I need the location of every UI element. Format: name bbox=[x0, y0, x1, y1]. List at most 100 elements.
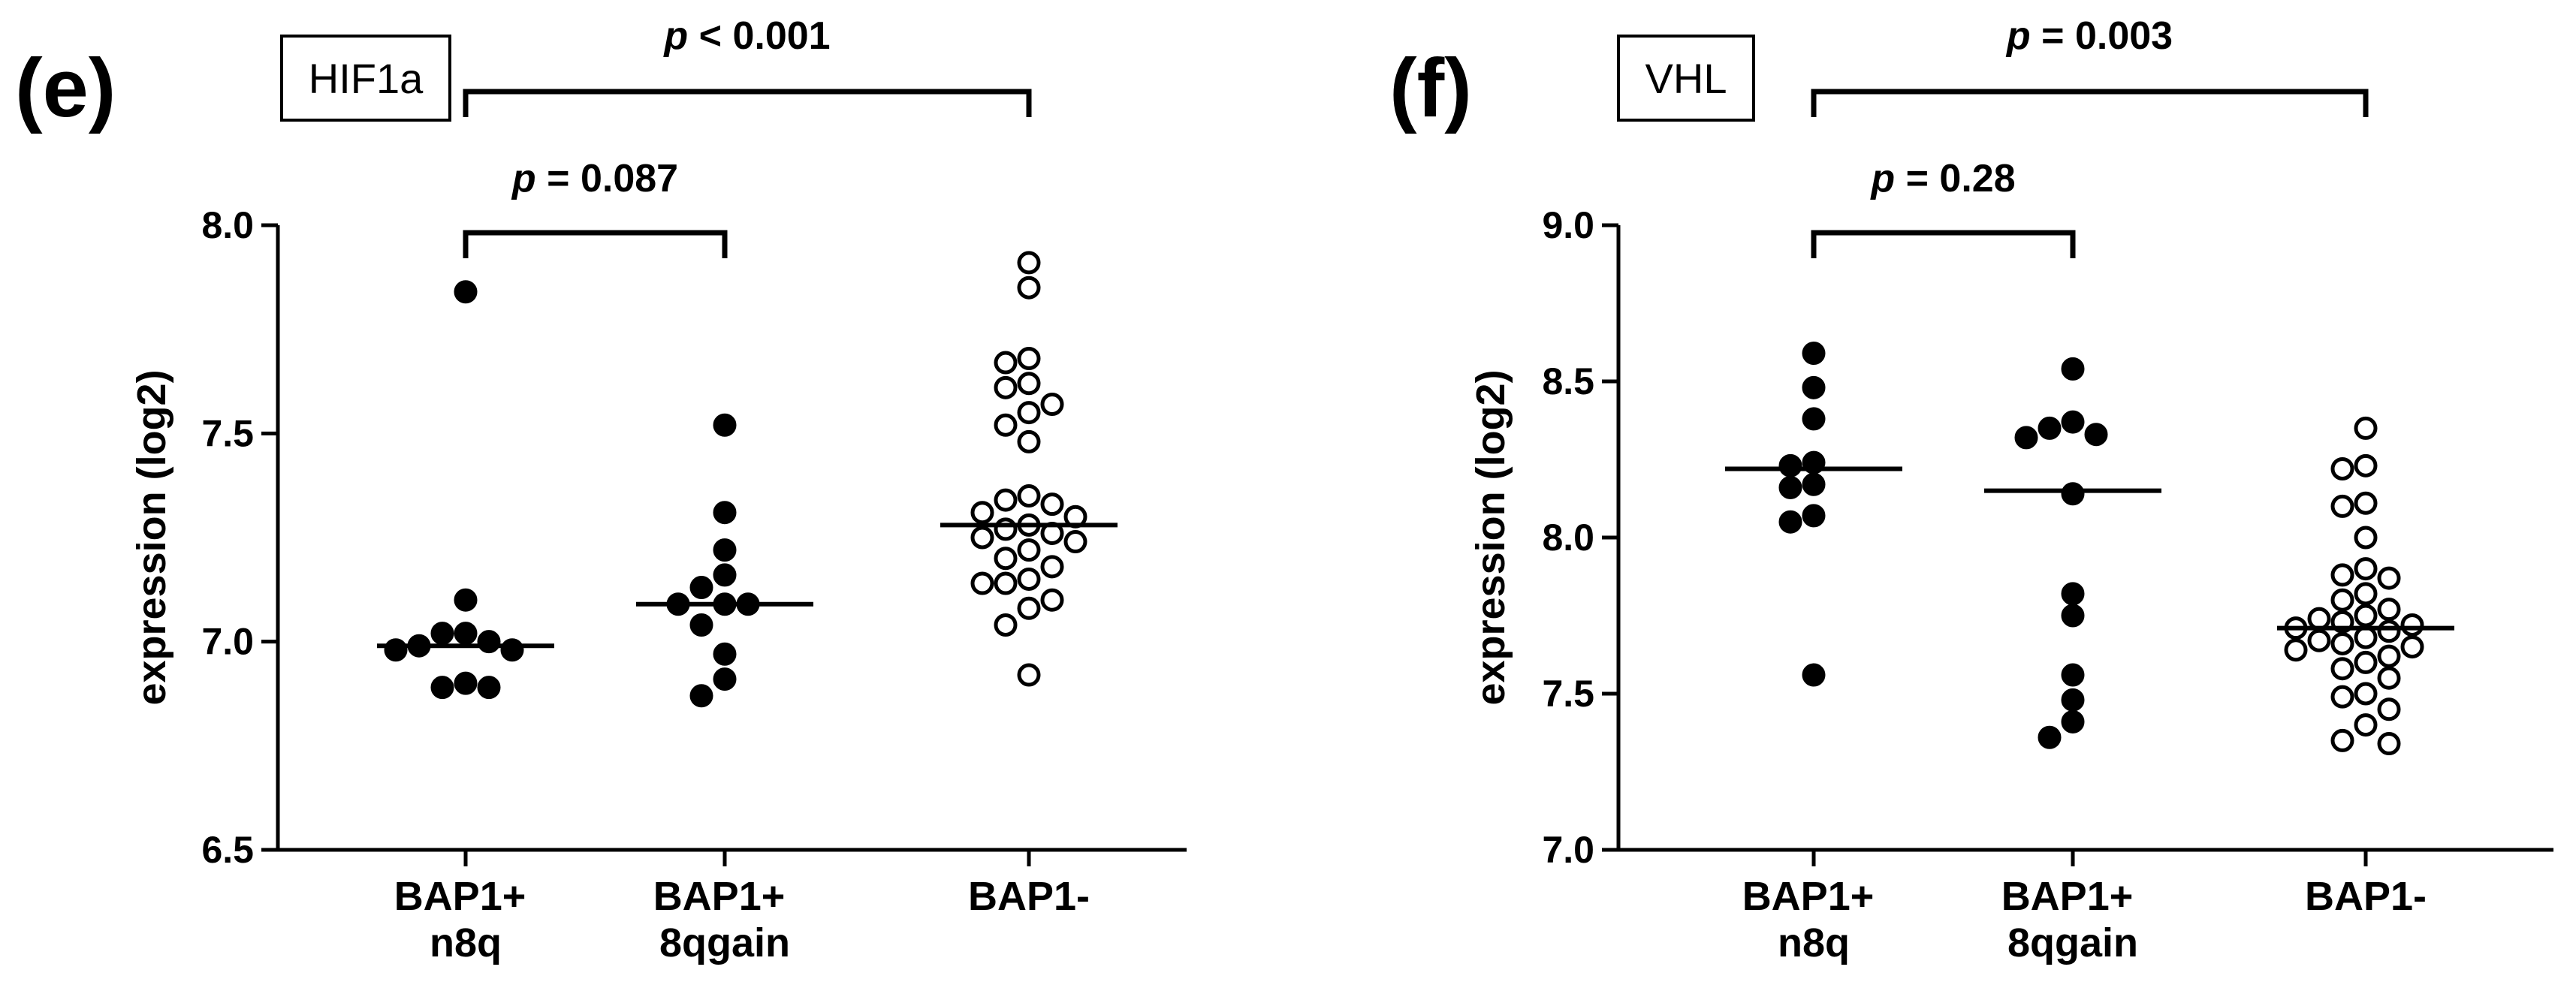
data-point bbox=[2284, 638, 2308, 662]
data-point bbox=[1040, 492, 1064, 517]
data-point bbox=[477, 676, 501, 700]
x-category-label: BAP1- bbox=[2305, 874, 2427, 919]
panel-e: (e) HIF1a expression (log2) 6.5 7.0 7.5 … bbox=[15, 14, 1187, 965]
data-point bbox=[1017, 663, 1041, 687]
data-point bbox=[1017, 401, 1041, 425]
p-value-label: p < 0.001 bbox=[662, 14, 830, 58]
gene-label-box bbox=[280, 35, 451, 122]
data-point bbox=[2354, 582, 2378, 606]
data-point bbox=[1778, 453, 1802, 477]
data-point bbox=[2354, 625, 2378, 649]
data-point bbox=[970, 526, 994, 550]
data-point bbox=[2354, 713, 2378, 737]
data-point bbox=[2061, 482, 2085, 506]
data-point bbox=[2014, 426, 2038, 450]
data-point bbox=[2061, 604, 2085, 628]
data-point bbox=[994, 613, 1018, 637]
data-point bbox=[994, 413, 1018, 437]
data-point bbox=[994, 351, 1018, 375]
data-point bbox=[970, 501, 994, 525]
data-point bbox=[1040, 393, 1064, 417]
data-point bbox=[454, 588, 478, 612]
x-category-label: BAP1+ 8qgain bbox=[2001, 874, 2145, 965]
significance-bracket bbox=[1811, 230, 2076, 258]
data-point bbox=[2354, 557, 2378, 581]
y-axis-label: expression (log2) bbox=[1468, 369, 1513, 705]
data-point bbox=[454, 280, 478, 304]
p-value-label: p = 0.003 bbox=[2005, 14, 2173, 58]
data-point bbox=[1017, 251, 1041, 275]
y-tick-label: 9.0 bbox=[1542, 204, 1594, 246]
data-point bbox=[2307, 607, 2331, 631]
data-point bbox=[2084, 423, 2108, 447]
data-point bbox=[1802, 472, 1826, 496]
y-tick-label: 8.0 bbox=[201, 204, 254, 246]
data-point bbox=[2038, 725, 2062, 749]
data-point bbox=[1017, 484, 1041, 508]
data-point bbox=[2354, 526, 2378, 550]
data-point bbox=[1802, 663, 1826, 687]
data-point bbox=[500, 638, 524, 662]
significance-bracket bbox=[463, 230, 728, 258]
data-point bbox=[2330, 563, 2354, 587]
data-point bbox=[970, 571, 994, 595]
panel-letter: (f) bbox=[1389, 42, 1472, 134]
p-value-label: p = 0.28 bbox=[1869, 157, 2015, 200]
data-point bbox=[2400, 635, 2424, 659]
data-point bbox=[713, 667, 737, 691]
data-point bbox=[994, 547, 1018, 571]
data-point bbox=[994, 488, 1018, 512]
data-point bbox=[2377, 598, 2401, 622]
data-point bbox=[2330, 631, 2354, 655]
y-tick-label: 7.0 bbox=[201, 621, 254, 663]
data-point bbox=[1017, 346, 1041, 370]
data-point bbox=[1778, 510, 1802, 534]
data-point bbox=[1040, 588, 1064, 612]
data-point bbox=[2377, 666, 2401, 690]
gene-label: HIF1a bbox=[309, 55, 424, 102]
data-point bbox=[689, 613, 713, 637]
data-point bbox=[2377, 566, 2401, 590]
data-point bbox=[2061, 709, 2085, 733]
y-tick-label: 6.5 bbox=[201, 829, 254, 871]
y-tick-label: 8.0 bbox=[1542, 517, 1594, 559]
x-category-label: BAP1+ n8q bbox=[394, 874, 538, 965]
data-point bbox=[1017, 429, 1041, 453]
data-point bbox=[713, 642, 737, 666]
data-point bbox=[2400, 613, 2424, 637]
data-point bbox=[713, 501, 737, 525]
data-point bbox=[2377, 732, 2401, 756]
data-point bbox=[1017, 567, 1041, 591]
data-point bbox=[2377, 697, 2401, 721]
gene-label-box bbox=[1617, 35, 1755, 122]
significance-bracket bbox=[1811, 89, 2369, 117]
data-point bbox=[689, 684, 713, 708]
significance-bracket bbox=[463, 89, 1032, 117]
data-point bbox=[1017, 372, 1041, 396]
data-points bbox=[377, 251, 1118, 708]
data-point bbox=[713, 413, 737, 437]
data-point bbox=[2354, 650, 2378, 674]
data-point bbox=[2377, 619, 2401, 643]
data-point bbox=[994, 375, 1018, 399]
data-point bbox=[2330, 456, 2354, 480]
data-point bbox=[2061, 582, 2085, 606]
data-point bbox=[384, 638, 408, 662]
data-point bbox=[1778, 475, 1802, 499]
data-point bbox=[2330, 588, 2354, 612]
data-point bbox=[1017, 538, 1041, 562]
data-points bbox=[1725, 342, 2454, 756]
x-category-label: BAP1- bbox=[968, 874, 1090, 919]
data-point bbox=[454, 622, 478, 646]
data-point bbox=[1063, 530, 1087, 554]
data-point bbox=[2330, 657, 2354, 681]
p-value-label: p = 0.087 bbox=[511, 157, 678, 200]
data-point bbox=[1802, 407, 1826, 431]
data-point bbox=[689, 576, 713, 600]
data-point bbox=[1802, 504, 1826, 528]
data-point bbox=[2307, 628, 2331, 652]
data-point bbox=[2330, 685, 2354, 709]
x-category-label: BAP1+ 8qgain bbox=[653, 874, 797, 965]
data-point bbox=[1802, 342, 1826, 366]
